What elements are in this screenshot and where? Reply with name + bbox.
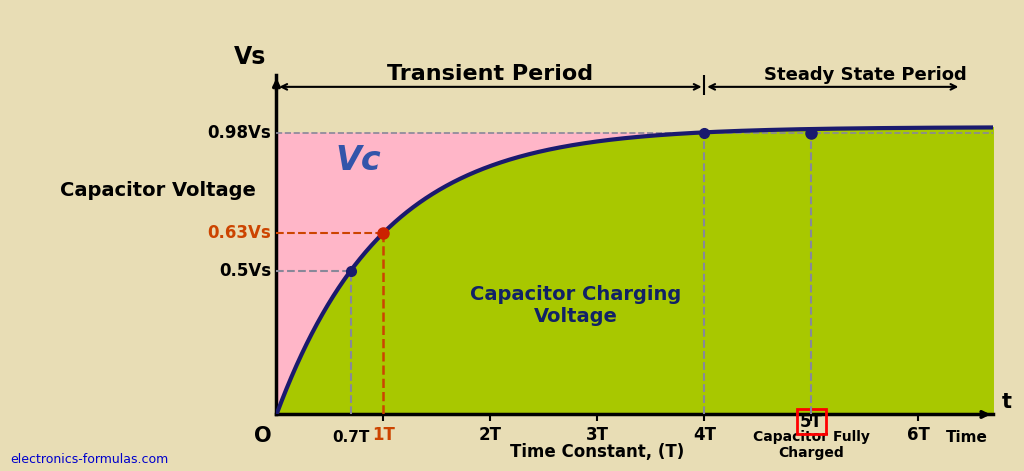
Text: 0.5Vs: 0.5Vs <box>219 262 271 280</box>
Text: 0.7T: 0.7T <box>332 430 370 445</box>
Text: electronics-formulas.com: electronics-formulas.com <box>10 453 169 466</box>
Text: t: t <box>1001 391 1012 412</box>
Text: O: O <box>254 426 271 446</box>
Text: 0.63Vs: 0.63Vs <box>208 224 271 243</box>
Text: Time: Time <box>946 430 988 445</box>
Text: Capacitor Fully
Charged: Capacitor Fully Charged <box>753 430 869 461</box>
Text: Steady State Period: Steady State Period <box>764 66 967 84</box>
Text: Vs: Vs <box>233 45 266 68</box>
Text: Capacitor Charging
Voltage: Capacitor Charging Voltage <box>470 285 682 326</box>
Text: 0.98Vs: 0.98Vs <box>208 124 271 142</box>
Text: Vc: Vc <box>335 144 381 177</box>
Text: 5T: 5T <box>800 413 823 430</box>
Text: Transient Period: Transient Period <box>387 64 594 84</box>
Text: Time Constant, (T): Time Constant, (T) <box>510 443 685 461</box>
Text: Capacitor Voltage: Capacitor Voltage <box>60 181 256 200</box>
